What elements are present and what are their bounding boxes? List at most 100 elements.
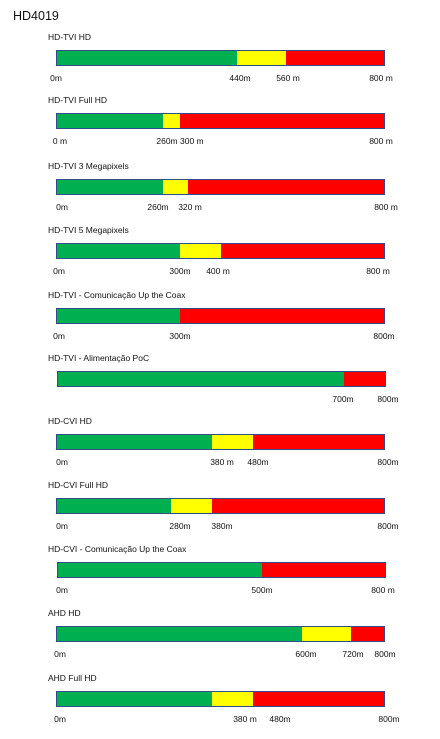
- tick-label: 800m: [377, 394, 399, 404]
- chart-block: HD-CVI HD 0m 380 m 480m 800m: [0, 416, 440, 482]
- range-bar: [57, 562, 386, 578]
- yellow-segment: [171, 499, 213, 513]
- tick-label: 500m: [251, 585, 273, 595]
- red-segment: [351, 627, 384, 641]
- red-segment: [262, 563, 385, 577]
- range-bar: [56, 50, 385, 66]
- range-bar: [56, 308, 385, 324]
- tick-label: 0m: [56, 521, 68, 531]
- tick-label: 480m: [269, 714, 291, 724]
- yellow-segment: [236, 51, 286, 65]
- tick-label: 800 m: [371, 585, 395, 595]
- chart-title: HD-TVI 3 Megapixels: [48, 161, 129, 171]
- tick-label: 560 m: [276, 73, 300, 83]
- chart-block: AHD HD 0m 600m 720m 800m: [0, 608, 440, 674]
- chart-block: AHD Full HD 0m 380 m 480m 800m: [0, 673, 440, 739]
- tick-label: 800 m: [369, 73, 393, 83]
- chart-block: HD-TVI Full HD 0 m 260m 300 m 800 m: [0, 95, 440, 161]
- tick-label: 380 m: [233, 714, 257, 724]
- chart-block: HD-TVI - Alimentação PoC 700m 800m: [0, 353, 440, 419]
- tick-label: 440m: [229, 73, 251, 83]
- chart-block: HD-CVI - Comunicação Up the Coax 0m 500m 80…: [0, 544, 440, 610]
- yellow-segment: [302, 627, 352, 641]
- tick-label: 0m: [54, 714, 66, 724]
- chart-title: HD-TVI Full HD: [48, 95, 108, 105]
- red-segment: [187, 180, 384, 194]
- yellow-segment: [212, 692, 254, 706]
- chart-title: AHD Full HD: [48, 673, 97, 683]
- tick-label: 0m: [53, 266, 65, 276]
- chart-title: AHD HD: [48, 608, 81, 618]
- tick-label: 300m: [169, 266, 191, 276]
- tick-label: 480m: [247, 457, 269, 467]
- tick-label: 800 m: [374, 202, 398, 212]
- red-segment: [212, 499, 384, 513]
- chart-title: HD-TVI HD: [48, 32, 91, 42]
- tick-label: 0m: [53, 331, 65, 341]
- chart-title: HD-TVI - Alimentação PoC: [48, 353, 150, 363]
- tick-label: 700m: [332, 394, 354, 404]
- yellow-segment: [212, 435, 254, 449]
- range-bar: [56, 434, 385, 450]
- chart-title: HD-CVI Full HD: [48, 480, 108, 490]
- tick-label: 720m: [342, 649, 364, 659]
- tick-label: 800m: [378, 714, 400, 724]
- green-segment: [58, 372, 345, 386]
- range-bar: [56, 691, 385, 707]
- red-segment: [179, 309, 384, 323]
- chart-block: HD-TVI 5 Megapixels 0m 300m 400 m 800 m: [0, 225, 440, 291]
- yellow-segment: [163, 180, 188, 194]
- tick-label: 0m: [56, 585, 68, 595]
- chart-title: HD-CVI HD: [48, 416, 92, 426]
- chart-block: HD-TVI 3 Megapixels 0m 260m 320 m 800 m: [0, 161, 440, 227]
- tick-label: 800 m: [369, 136, 393, 146]
- tick-label: 800m: [377, 521, 399, 531]
- red-segment: [253, 435, 384, 449]
- tick-label: 320 m: [178, 202, 202, 212]
- yellow-segment: [163, 114, 180, 128]
- tick-label: 400 m: [206, 266, 230, 276]
- green-segment: [58, 563, 263, 577]
- tick-label: 600m: [295, 649, 317, 659]
- red-segment: [179, 114, 384, 128]
- range-bar: [56, 243, 385, 259]
- tick-label: 300m: [169, 331, 191, 341]
- green-segment: [57, 692, 213, 706]
- range-bar: [56, 179, 385, 195]
- green-segment: [57, 180, 164, 194]
- chart-block: HD-CVI Full HD 0m 280m 380m 800m: [0, 480, 440, 546]
- red-segment: [220, 244, 384, 258]
- chart-block: HD-TVI HD 0m 440m 560 m 800 m: [0, 32, 440, 98]
- tick-label: 800 m: [366, 266, 390, 276]
- tick-label: 0 m: [52, 136, 68, 146]
- tick-label: 280m: [169, 521, 191, 531]
- green-segment: [57, 627, 303, 641]
- tick-label: 0m: [56, 457, 68, 467]
- tick-label: 0m: [50, 73, 62, 83]
- page-title: HD4019: [13, 9, 59, 23]
- green-segment: [57, 244, 180, 258]
- red-segment: [253, 692, 384, 706]
- chart-title: HD-TVI - Comunicação Up the Coax: [48, 290, 186, 300]
- green-segment: [57, 51, 237, 65]
- range-bar: [57, 371, 386, 387]
- tick-label: 800m: [373, 331, 395, 341]
- green-segment: [57, 114, 164, 128]
- tick-label: 380m: [211, 521, 233, 531]
- chart-title: HD-CVI - Comunicação Up the Coax: [48, 544, 187, 554]
- range-bar: [56, 626, 385, 642]
- green-segment: [57, 435, 213, 449]
- red-segment: [285, 51, 384, 65]
- range-bar: [56, 113, 385, 129]
- green-segment: [57, 309, 180, 323]
- chart-block: HD-TVI - Comunicação Up the Coax 0m 300m 80…: [0, 290, 440, 356]
- tick-label: 380 m: [210, 457, 234, 467]
- chart-title: HD-TVI 5 Megapixels: [48, 225, 129, 235]
- green-segment: [57, 499, 172, 513]
- tick-label: 800m: [374, 649, 396, 659]
- yellow-segment: [179, 244, 221, 258]
- red-segment: [344, 372, 385, 386]
- tick-label: 0m: [54, 649, 66, 659]
- tick-label: 800m: [377, 457, 399, 467]
